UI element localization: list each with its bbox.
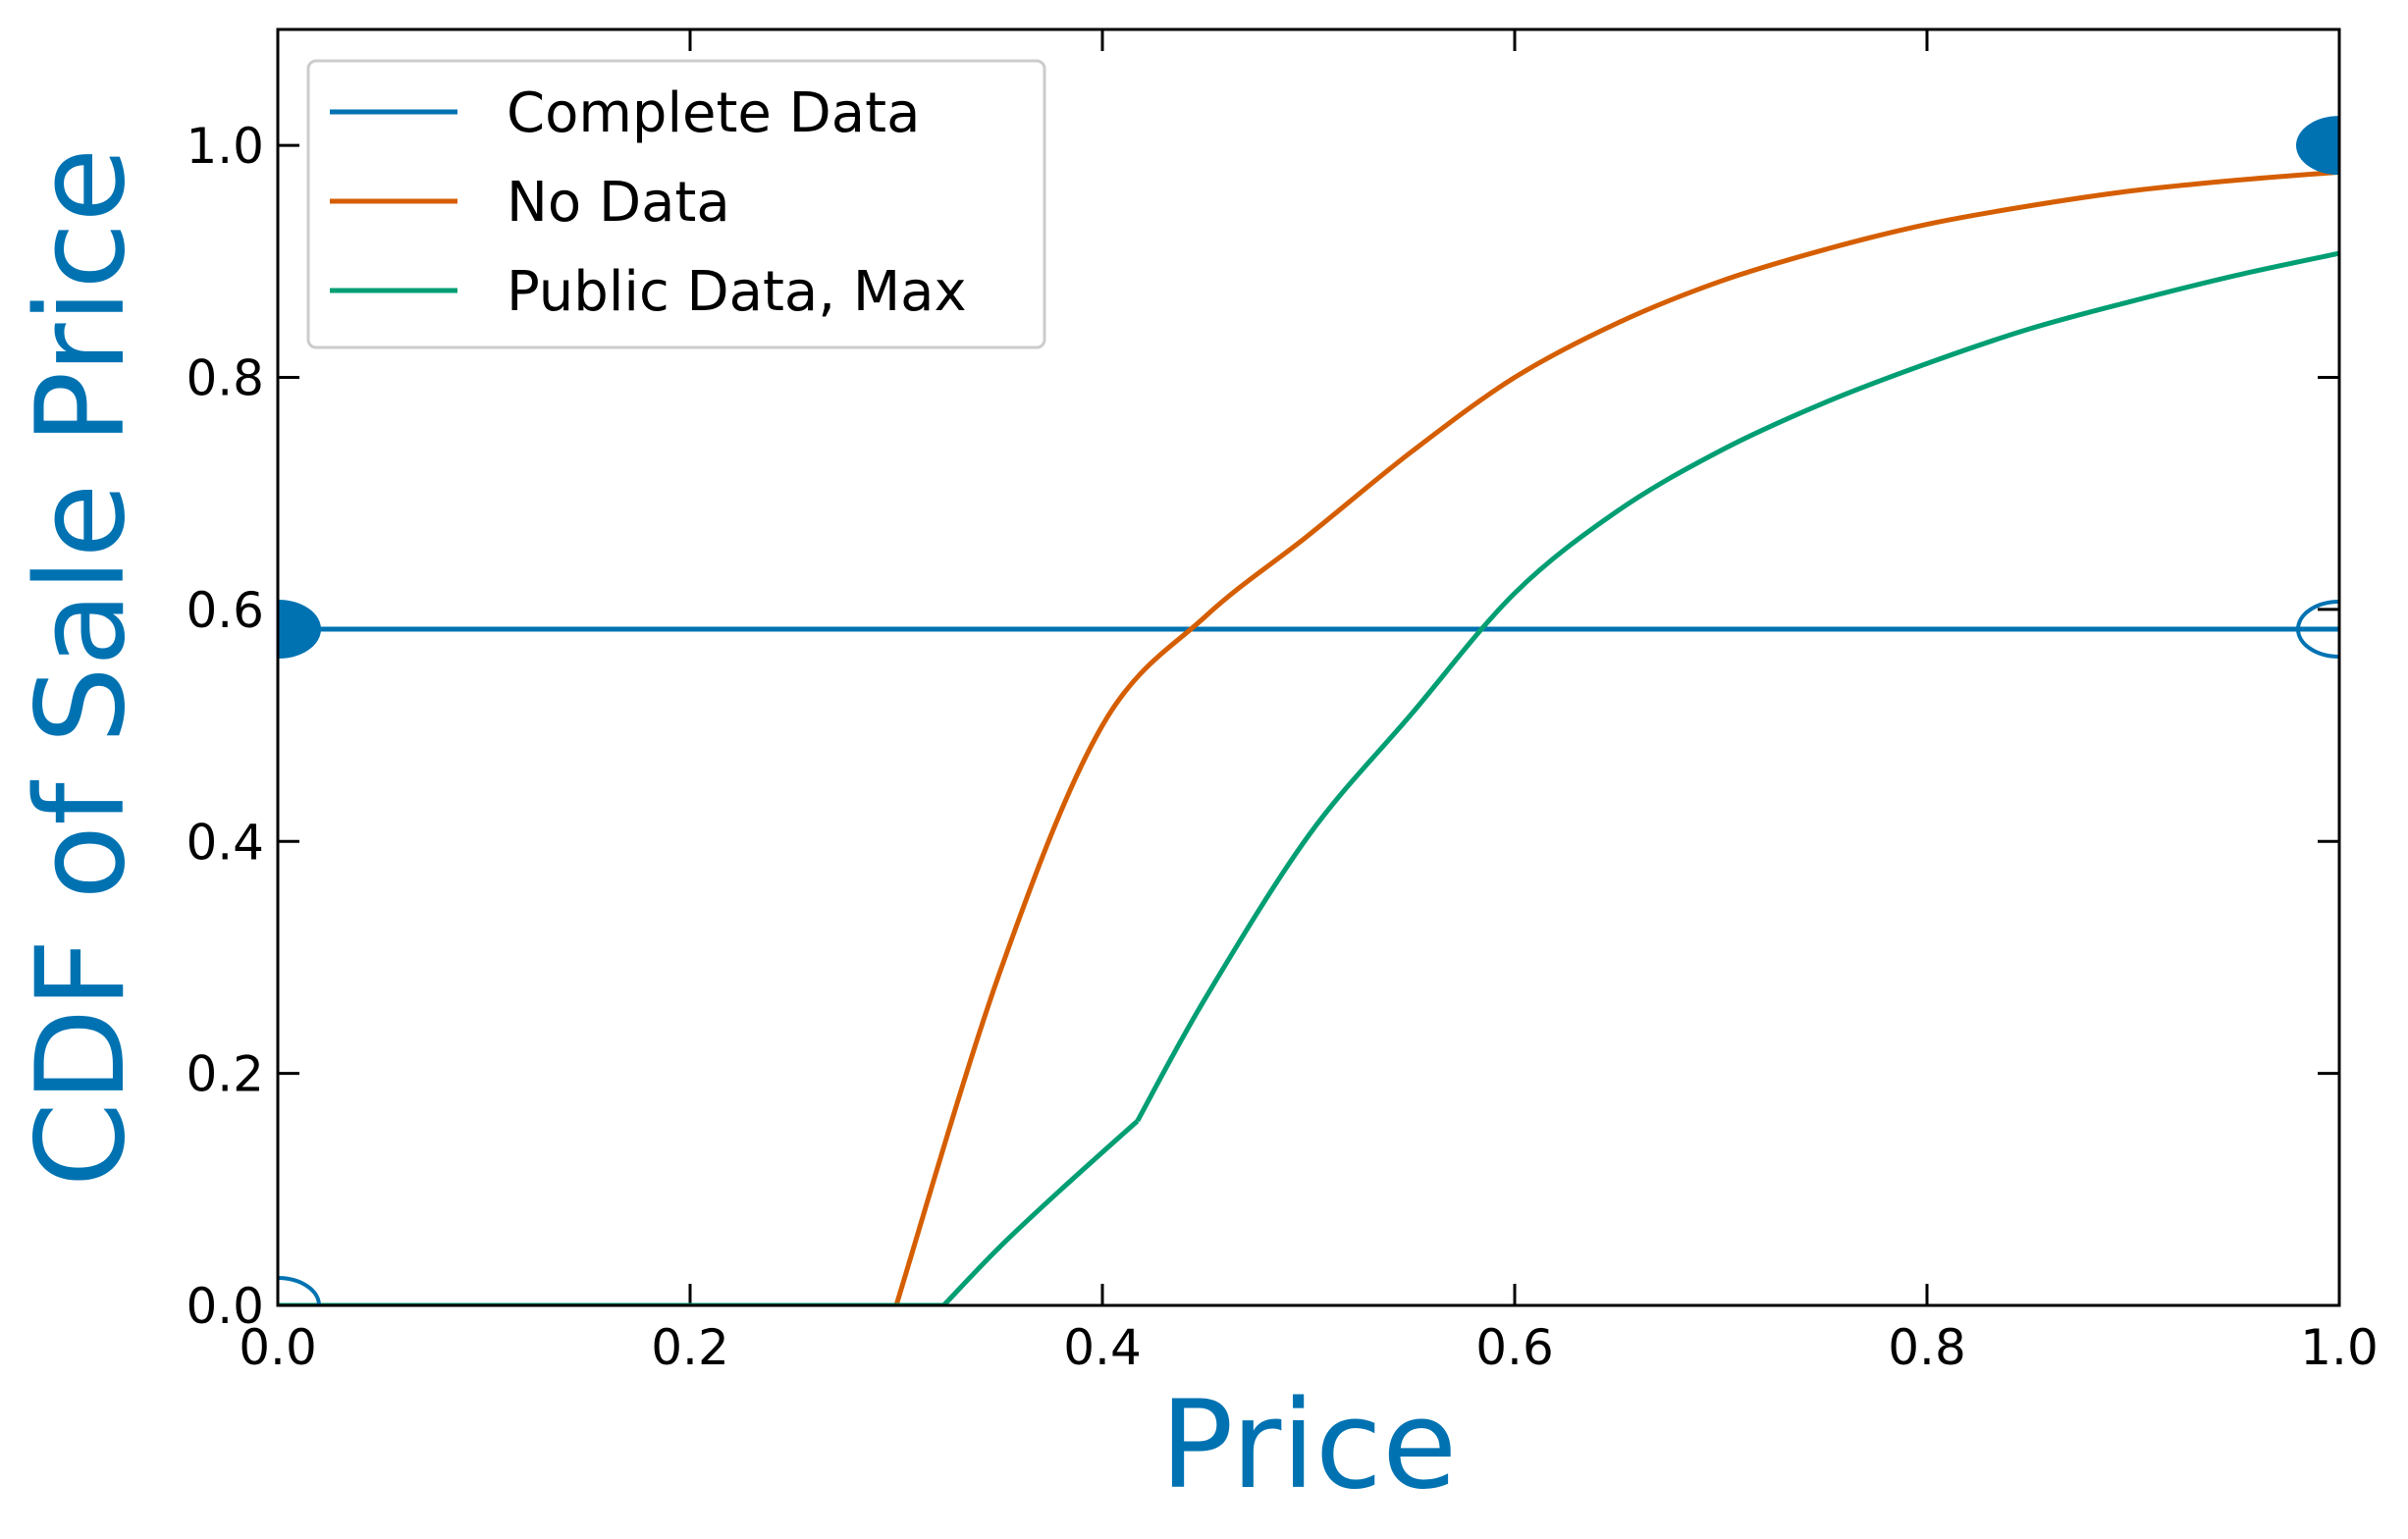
legend-box [306, 59, 1046, 349]
y-axis-label: CDF of Sale Price [11, 147, 152, 1187]
open-point-marker [2296, 600, 2339, 659]
legend-items: Complete Data No Data Public Data, Max [330, 81, 967, 324]
series-line-no-data [893, 169, 2339, 1305]
y-tick-label: 0.4 [186, 814, 264, 871]
legend: Complete Data No Data Public Data, Max [306, 59, 1046, 349]
y-tick-label: 0.6 [186, 582, 264, 639]
x-tick-label: 0.0 [239, 1319, 317, 1376]
filled-point-marker [278, 600, 321, 659]
y-tick-label: 0.2 [186, 1046, 264, 1103]
y-tick-label: 0.0 [186, 1278, 264, 1335]
legend-label: No Data [507, 171, 730, 235]
legend-label: Complete Data [507, 81, 920, 145]
y-tick-label: 1.0 [186, 118, 264, 175]
x-axis-label: Price [1160, 1375, 1458, 1516]
series-line-public-data-max-b [1135, 250, 2339, 1123]
x-tick-label: 0.8 [1888, 1319, 1966, 1376]
filled-point-marker [2296, 116, 2339, 176]
series-layer [278, 169, 2339, 1305]
x-tick-label: 0.6 [1475, 1319, 1554, 1376]
x-tick-label: 0.2 [651, 1319, 729, 1376]
markers-layer [278, 116, 2339, 1305]
plot-frame [276, 27, 2341, 1307]
x-tick-label: 1.0 [2300, 1319, 2379, 1376]
x-tick-label: 0.4 [1063, 1319, 1142, 1376]
y-tick-label: 0.8 [186, 350, 264, 407]
series-line-public-data-max-a [941, 1119, 1140, 1305]
tick-labels-layer: 0.0 0.2 0.4 0.6 0.8 1.0 0.0 0.2 0.4 0.6 0.8 1.0 [186, 118, 2378, 1376]
legend-label: Public Data, Max [507, 260, 967, 324]
